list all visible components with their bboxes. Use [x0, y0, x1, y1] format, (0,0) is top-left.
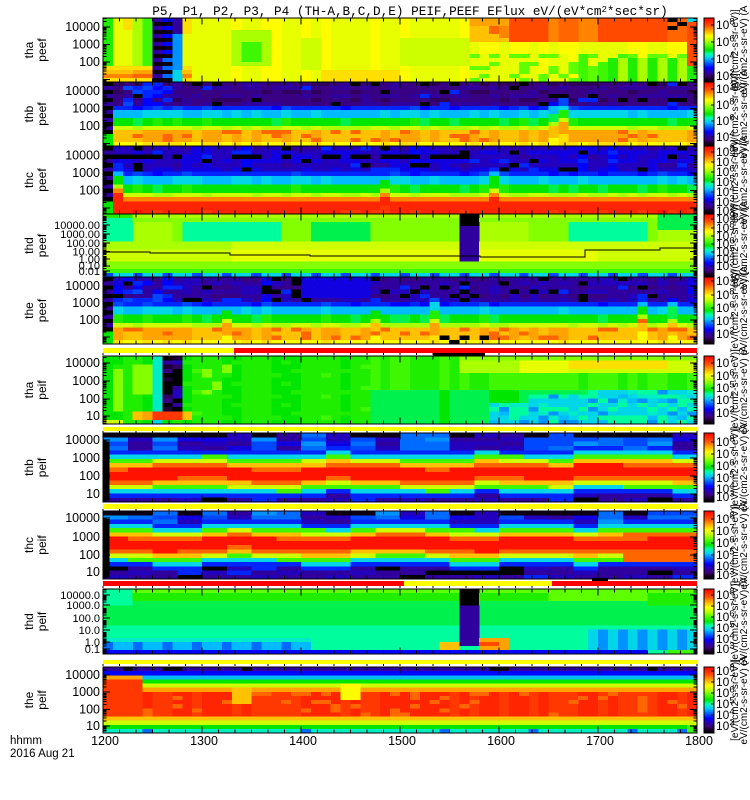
- svg-text:0.10: 0.10: [79, 261, 100, 273]
- svg-text:100: 100: [79, 703, 100, 717]
- svg-text:the: the: [22, 691, 36, 708]
- svg-text:1700: 1700: [586, 734, 614, 748]
- svg-text:peif: peif: [35, 380, 49, 400]
- svg-text:peef: peef: [35, 102, 49, 126]
- svg-text:eV/(cm2-s-sr-eV) (A: eV/(cm2-s-sr-eV) (A: [739, 655, 750, 744]
- svg-text:thb: thb: [22, 105, 36, 122]
- svg-text:2016 Aug 21: 2016 Aug 21: [10, 748, 75, 760]
- svg-text:0.1: 0.1: [85, 644, 100, 656]
- svg-text:peif: peif: [35, 457, 49, 477]
- svg-text:peif: peif: [35, 535, 49, 555]
- svg-text:1000.00: 1000.00: [60, 229, 100, 241]
- svg-text:P5, P1, P2, P3, P4 (TH-A,B,C,D: P5, P1, P2, P3, P4 (TH-A,B,C,D,E) PEIF,P…: [152, 4, 668, 19]
- svg-text:1200: 1200: [91, 734, 119, 748]
- svg-text:1800: 1800: [685, 734, 713, 748]
- svg-text:hhmm: hhmm: [10, 735, 42, 747]
- svg-text:100.0: 100.0: [72, 613, 100, 625]
- svg-text:10: 10: [86, 409, 100, 423]
- svg-text:eV/(cm2-s-sr-eV) (A: eV/(cm2-s-sr-eV) (A: [739, 500, 750, 589]
- svg-text:10000: 10000: [65, 433, 100, 447]
- svg-text:[eV/(cm2-s-sr-eV)]: [eV/(cm2-s-sr-eV)]: [730, 139, 741, 221]
- svg-text:1.00: 1.00: [79, 254, 100, 266]
- svg-text:1000: 1000: [72, 102, 100, 116]
- svg-text:1000: 1000: [72, 451, 100, 465]
- svg-text:100: 100: [79, 313, 100, 327]
- svg-text:10000.0: 10000.0: [60, 590, 100, 602]
- svg-text:10000.00: 10000.00: [54, 220, 100, 232]
- svg-text:10.00: 10.00: [72, 247, 100, 259]
- svg-text:thd: thd: [22, 237, 36, 254]
- svg-text:thc: thc: [22, 537, 36, 553]
- svg-text:100.00: 100.00: [66, 238, 100, 250]
- svg-text:10000: 10000: [65, 511, 100, 525]
- svg-text:[eV/(cm2-s-sr-eV)]: [eV/(cm2-s-sr-eV)]: [730, 204, 741, 286]
- svg-text:eV/(cm2-s-sr-eV) (A: eV/(cm2-s-sr-eV) (A: [739, 423, 750, 512]
- svg-text:10: 10: [86, 487, 100, 501]
- svg-text:eV/(cm2-s-sr-eV) (A: eV/(cm2-s-sr-eV) (A: [739, 266, 750, 355]
- svg-text:1.0: 1.0: [85, 637, 100, 649]
- svg-text:10000: 10000: [65, 356, 100, 370]
- svg-text:100: 100: [79, 548, 100, 562]
- svg-text:10.0: 10.0: [79, 625, 100, 637]
- svg-text:100: 100: [79, 119, 100, 133]
- svg-text:10: 10: [86, 719, 100, 733]
- svg-text:eV/(cm2-s-sr-eV) (A: eV/(cm2-s-sr-eV) (A: [739, 135, 750, 224]
- svg-text:1300: 1300: [190, 734, 218, 748]
- svg-text:1400: 1400: [289, 734, 317, 748]
- svg-text:100: 100: [79, 392, 100, 406]
- svg-text:[eV/(cm2-s-sr-eV)]: [eV/(cm2-s-sr-eV)]: [730, 580, 741, 662]
- svg-text:eV/(cm2-s-sr-eV) (A: eV/(cm2-s-sr-eV) (A: [739, 201, 750, 290]
- svg-text:peif: peif: [35, 690, 49, 710]
- svg-text:10000: 10000: [65, 84, 100, 98]
- svg-text:peef: peef: [35, 38, 49, 62]
- svg-text:1000: 1000: [72, 374, 100, 388]
- svg-text:eV/(cm2-s-sr-eV) (A: eV/(cm2-s-sr-eV) (A: [739, 577, 750, 666]
- svg-text:tha: tha: [22, 41, 36, 58]
- svg-text:[eV/(cm2-s-sr-eV)]: [eV/(cm2-s-sr-eV)]: [730, 269, 741, 351]
- svg-text:thb: thb: [22, 459, 36, 476]
- svg-text:100: 100: [79, 469, 100, 483]
- svg-text:1500: 1500: [388, 734, 416, 748]
- svg-text:peif: peif: [35, 611, 49, 631]
- svg-text:1600: 1600: [487, 734, 515, 748]
- svg-text:tha: tha: [22, 381, 36, 398]
- svg-text:10000: 10000: [65, 668, 100, 682]
- svg-text:thd: thd: [22, 613, 36, 630]
- svg-text:[eV/(cm2-s-sr-eV)]: [eV/(cm2-s-sr-eV)]: [730, 9, 741, 91]
- svg-text:peef: peef: [35, 233, 49, 257]
- svg-text:thc: thc: [22, 172, 36, 188]
- svg-text:1000: 1000: [72, 685, 100, 699]
- svg-text:1000: 1000: [72, 166, 100, 180]
- svg-text:peef: peef: [35, 298, 49, 322]
- svg-text:1000: 1000: [72, 38, 100, 52]
- svg-text:100: 100: [79, 184, 100, 198]
- svg-text:[eV/(cm2-s-sr-eV)]: [eV/(cm2-s-sr-eV)]: [730, 426, 741, 508]
- svg-text:the: the: [22, 302, 36, 319]
- svg-text:1000: 1000: [72, 296, 100, 310]
- svg-text:peef: peef: [35, 168, 49, 192]
- svg-text:[eV/(cm2-s-sr-eV)]: [eV/(cm2-s-sr-eV)]: [730, 659, 741, 741]
- svg-text:10000: 10000: [65, 279, 100, 293]
- svg-text:10000: 10000: [65, 149, 100, 163]
- svg-text:10000: 10000: [65, 20, 100, 34]
- svg-text:100: 100: [79, 55, 100, 69]
- svg-text:eV/(cm2-s-sr-eV) (A: eV/(cm2-s-sr-eV) (A: [739, 69, 750, 158]
- svg-text:0.01: 0.01: [79, 266, 100, 278]
- svg-text:10: 10: [86, 565, 100, 579]
- svg-text:eV/(cm2-s-sr-eV) (A: eV/(cm2-s-sr-eV) (A: [739, 5, 750, 94]
- svg-text:eV/(cm2-s-sr-eV) (A: eV/(cm2-s-sr-eV) (A: [739, 345, 750, 434]
- svg-text:[eV/(cm2-s-sr-eV)]: [eV/(cm2-s-sr-eV)]: [730, 73, 741, 155]
- svg-text:[eV/(cm2-s-sr-eV)]: [eV/(cm2-s-sr-eV)]: [730, 504, 741, 586]
- svg-text:1000: 1000: [72, 530, 100, 544]
- svg-text:1000.0: 1000.0: [66, 600, 100, 612]
- svg-text:[eV/(cm2-s-sr-eV)]: [eV/(cm2-s-sr-eV)]: [730, 349, 741, 431]
